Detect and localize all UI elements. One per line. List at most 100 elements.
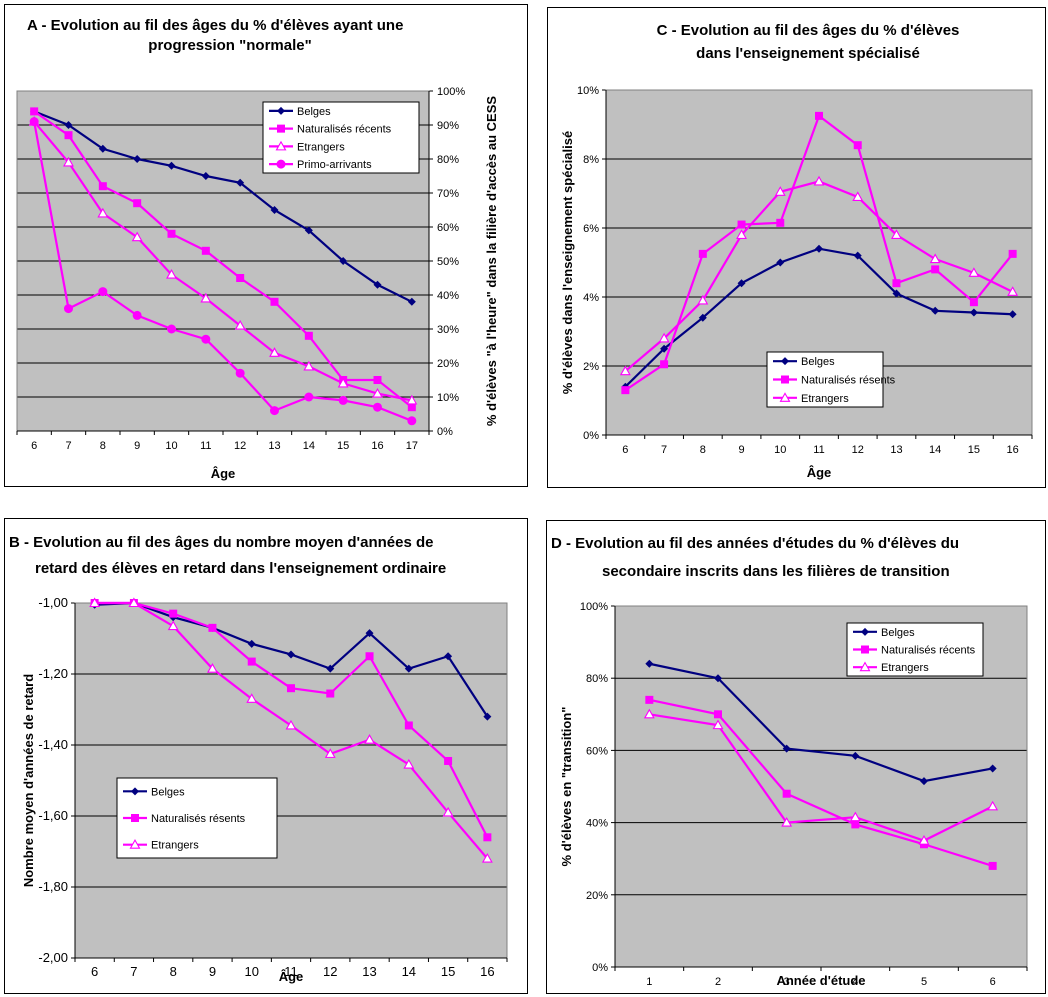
- chart-a-x-tick-label: 6: [31, 440, 37, 452]
- chart-a-series-1-point: [373, 280, 382, 289]
- chart-d-series-3-line: [649, 713, 994, 842]
- chart-b-series-3-point: [246, 693, 258, 703]
- chart-c-y-tick-label: 0%: [583, 430, 599, 442]
- chart-a-series-4-point: [304, 392, 314, 402]
- chart-b-x-tick-label: 14: [402, 964, 416, 979]
- chart-a-series-1-point: [167, 161, 176, 170]
- chart-a-svg: A - Evolution au fil des âges du % d'élè…: [16, 17, 499, 481]
- chart-a-series-4-point: [407, 416, 417, 426]
- chart-c-series-3-point: [619, 365, 631, 376]
- chart-b-legend-marker: [131, 787, 139, 796]
- chart-d-series-1-point: [645, 659, 654, 668]
- chart-a-title-line-1: A - Evolution au fil des âges du % d'élè…: [27, 17, 403, 34]
- chart-a-y-axis-label: % d'élèves "à l'heure" dans la filière d…: [484, 96, 499, 426]
- chart-d-series-2-line: [649, 698, 993, 867]
- chart-a-legend-label: Etrangers: [297, 141, 345, 153]
- chart-a-series-2-point: [167, 229, 176, 238]
- chart-c-series-3-point: [736, 229, 747, 239]
- chart-a-y-tick-label: 40%: [437, 290, 459, 302]
- chart-a-series-3-point: [234, 319, 246, 330]
- chart-c-series-2-point: [853, 141, 862, 150]
- chart-a-series-4: [29, 117, 417, 426]
- chart-d-legend: Belges Naturalisés récents Etrangers: [846, 622, 984, 677]
- chart-b-series-1-point: [365, 629, 374, 638]
- chart-b-legend-label: Belges: [151, 786, 185, 798]
- chart-c-series-1-point: [969, 308, 978, 317]
- chart-a-x-tick-label: 14: [303, 440, 315, 452]
- chart-b-y-tick-label: -1,60: [38, 808, 68, 823]
- chart-a-series-4-point: [270, 406, 279, 416]
- chart-d-series-2-point: [851, 820, 860, 829]
- chart-c-series-1-point: [1008, 310, 1017, 319]
- chart-a-series-1: [30, 107, 416, 306]
- chart-c-legend-marker: [781, 357, 789, 366]
- chart-a-series-1-point: [201, 172, 210, 180]
- chart-c-legend-label: Belges: [801, 356, 835, 368]
- chart-d-series-3-point: [987, 800, 999, 811]
- chart-d-x-tick-label: 2: [715, 976, 721, 988]
- chart-c-series-2-point: [737, 220, 746, 229]
- chart-a-series-1-point: [236, 178, 245, 187]
- chart-c-series-2-point: [776, 218, 785, 227]
- chart-c-x-tick-label: 16: [1007, 444, 1019, 456]
- chart-b-legend: Belges Naturalisés résents Etrangers: [116, 777, 278, 859]
- chart-b-y-tick-label: -1,80: [38, 879, 68, 894]
- chart-a-series-3-point: [372, 387, 383, 398]
- chart-b-x-tick-label: 6: [91, 964, 98, 979]
- chart-c-series-1-point: [776, 258, 785, 267]
- chart-c-y-tick-label: 8%: [583, 154, 599, 166]
- chart-a-series-2-point: [270, 297, 279, 306]
- chart-c-x-tick-label: 11: [813, 444, 824, 456]
- chart-a-legend: Belges Naturalisés récents Etrangers Primo-…: [262, 101, 420, 174]
- chart-a-series-3-point: [63, 156, 74, 167]
- chart-a-y-tick-label: 70%: [437, 188, 459, 200]
- chart-b-x-tick-label: 7: [130, 964, 137, 979]
- chart-d-legend-marker: [859, 661, 871, 672]
- chart-c-legend-label: Naturalisés résents: [801, 375, 896, 387]
- chart-c-series-3-point: [891, 229, 902, 239]
- chart-c-x-tick-label: 6: [622, 444, 628, 456]
- chart-a-series-3-point: [97, 207, 109, 218]
- chart-a-series-2: [30, 107, 416, 412]
- chart-a-legend-box: [262, 101, 420, 174]
- chart-a-series-1-point: [270, 206, 279, 214]
- chart-b-series-3-point: [324, 748, 336, 758]
- chart-b-series-3-point: [364, 734, 375, 744]
- chart-a-series-4-point: [201, 334, 211, 344]
- chart-c-series-1-point: [853, 251, 862, 260]
- chart-d-series-2-point: [782, 789, 791, 798]
- chart-d-x-tick-label: 3: [784, 976, 790, 988]
- chart-d-title-line-2: secondaire inscrits dans les filières de…: [602, 563, 950, 580]
- chart-a-series-2-point: [373, 376, 382, 384]
- chart-a-y-tick-label: 20%: [437, 358, 459, 370]
- chart-d-series-3-point: [849, 811, 861, 822]
- chart-c-y-axis-label: % d'élèves dans l'enseignement spécialis…: [560, 131, 575, 394]
- chart-c-series-2-point: [969, 298, 978, 307]
- chart-b-x-tick-label: 12: [323, 964, 337, 979]
- chart-a-series-4-point: [29, 117, 39, 127]
- chart-a-legend-marker: [277, 124, 285, 133]
- chart-b-series-2-point: [326, 689, 335, 698]
- chart-a-legend-label: Primo-arrivants: [297, 159, 372, 171]
- chart-d-series-1-point: [714, 674, 722, 683]
- chart-c-x-tick-label: 10: [774, 444, 786, 456]
- chart-c-x-tick-label: 13: [890, 444, 902, 456]
- chart-c-series-3-point: [774, 186, 786, 196]
- chart-a-legend-label: Naturalisés récents: [297, 124, 392, 136]
- chart-c-series-2-point: [1008, 249, 1017, 258]
- chart-b-series-3-point: [403, 758, 415, 769]
- chart-a-x-tick-label: 7: [65, 440, 71, 452]
- chart-c-x-tick-label: 9: [738, 444, 744, 456]
- chart-a-y-tick-label: 30%: [437, 324, 459, 336]
- chart-b-series-2-point: [483, 833, 492, 842]
- chart-d-series-1-point: [920, 777, 928, 786]
- chart-c-series-1-point: [698, 313, 707, 322]
- chart-c-series-2-point: [815, 111, 823, 120]
- chart-b-series-1-point: [404, 664, 413, 673]
- chart-a-x-tick-label: 11: [200, 440, 211, 452]
- chart-a-y-tick-label: 100%: [437, 86, 465, 98]
- chart-a-series-3-point: [200, 292, 212, 303]
- chart-b-title-line-1: B - Evolution au fil des âges du nombre …: [9, 534, 433, 551]
- chart-a-series-3-point: [166, 268, 177, 279]
- chart-b-series-1-point: [483, 712, 492, 721]
